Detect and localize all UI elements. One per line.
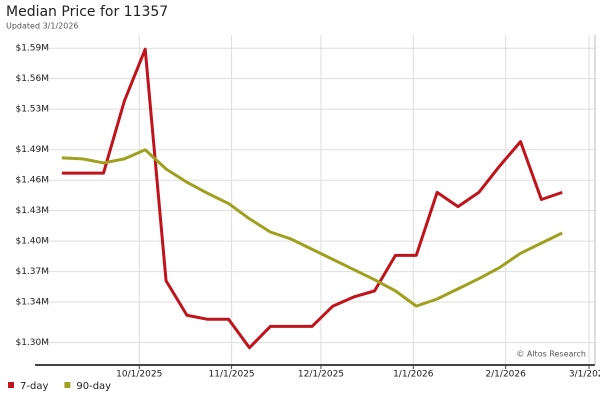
y-tick-label: $1.49M <box>15 145 49 155</box>
x-tick-label: 10/1/2025 <box>116 370 162 380</box>
chart-subtitle: Updated 3/1/2026 <box>6 22 79 31</box>
y-tick-label: $1.43M <box>15 206 49 216</box>
x-tick-label: 12/1/2025 <box>298 370 344 380</box>
y-tick-label: $1.40M <box>15 237 49 247</box>
chart-title: Median Price for 11357 <box>6 4 168 20</box>
y-tick-label: $1.30M <box>15 338 49 348</box>
x-tick-label: 3/1/2026 <box>569 370 600 380</box>
y-tick-label: $1.59M <box>15 44 49 54</box>
legend-label: 7-day <box>20 381 48 392</box>
y-tick-label: $1.37M <box>15 267 49 277</box>
legend-label: 90-day <box>76 381 111 392</box>
y-tick-label: $1.34M <box>15 298 49 308</box>
y-tick-label: $1.46M <box>15 176 49 186</box>
watermark: © Altos Research <box>516 350 586 359</box>
y-tick-label: $1.53M <box>15 105 49 115</box>
y-tick-label: $1.56M <box>15 74 49 84</box>
legend-swatch <box>64 382 71 388</box>
legend-swatch <box>8 382 14 388</box>
x-tick-label: 11/1/2025 <box>209 370 255 380</box>
x-tick-label: 1/1/2026 <box>393 370 434 380</box>
x-tick-label: 2/1/2026 <box>485 370 526 380</box>
series-line <box>61 148 563 308</box>
series-line <box>61 47 563 350</box>
